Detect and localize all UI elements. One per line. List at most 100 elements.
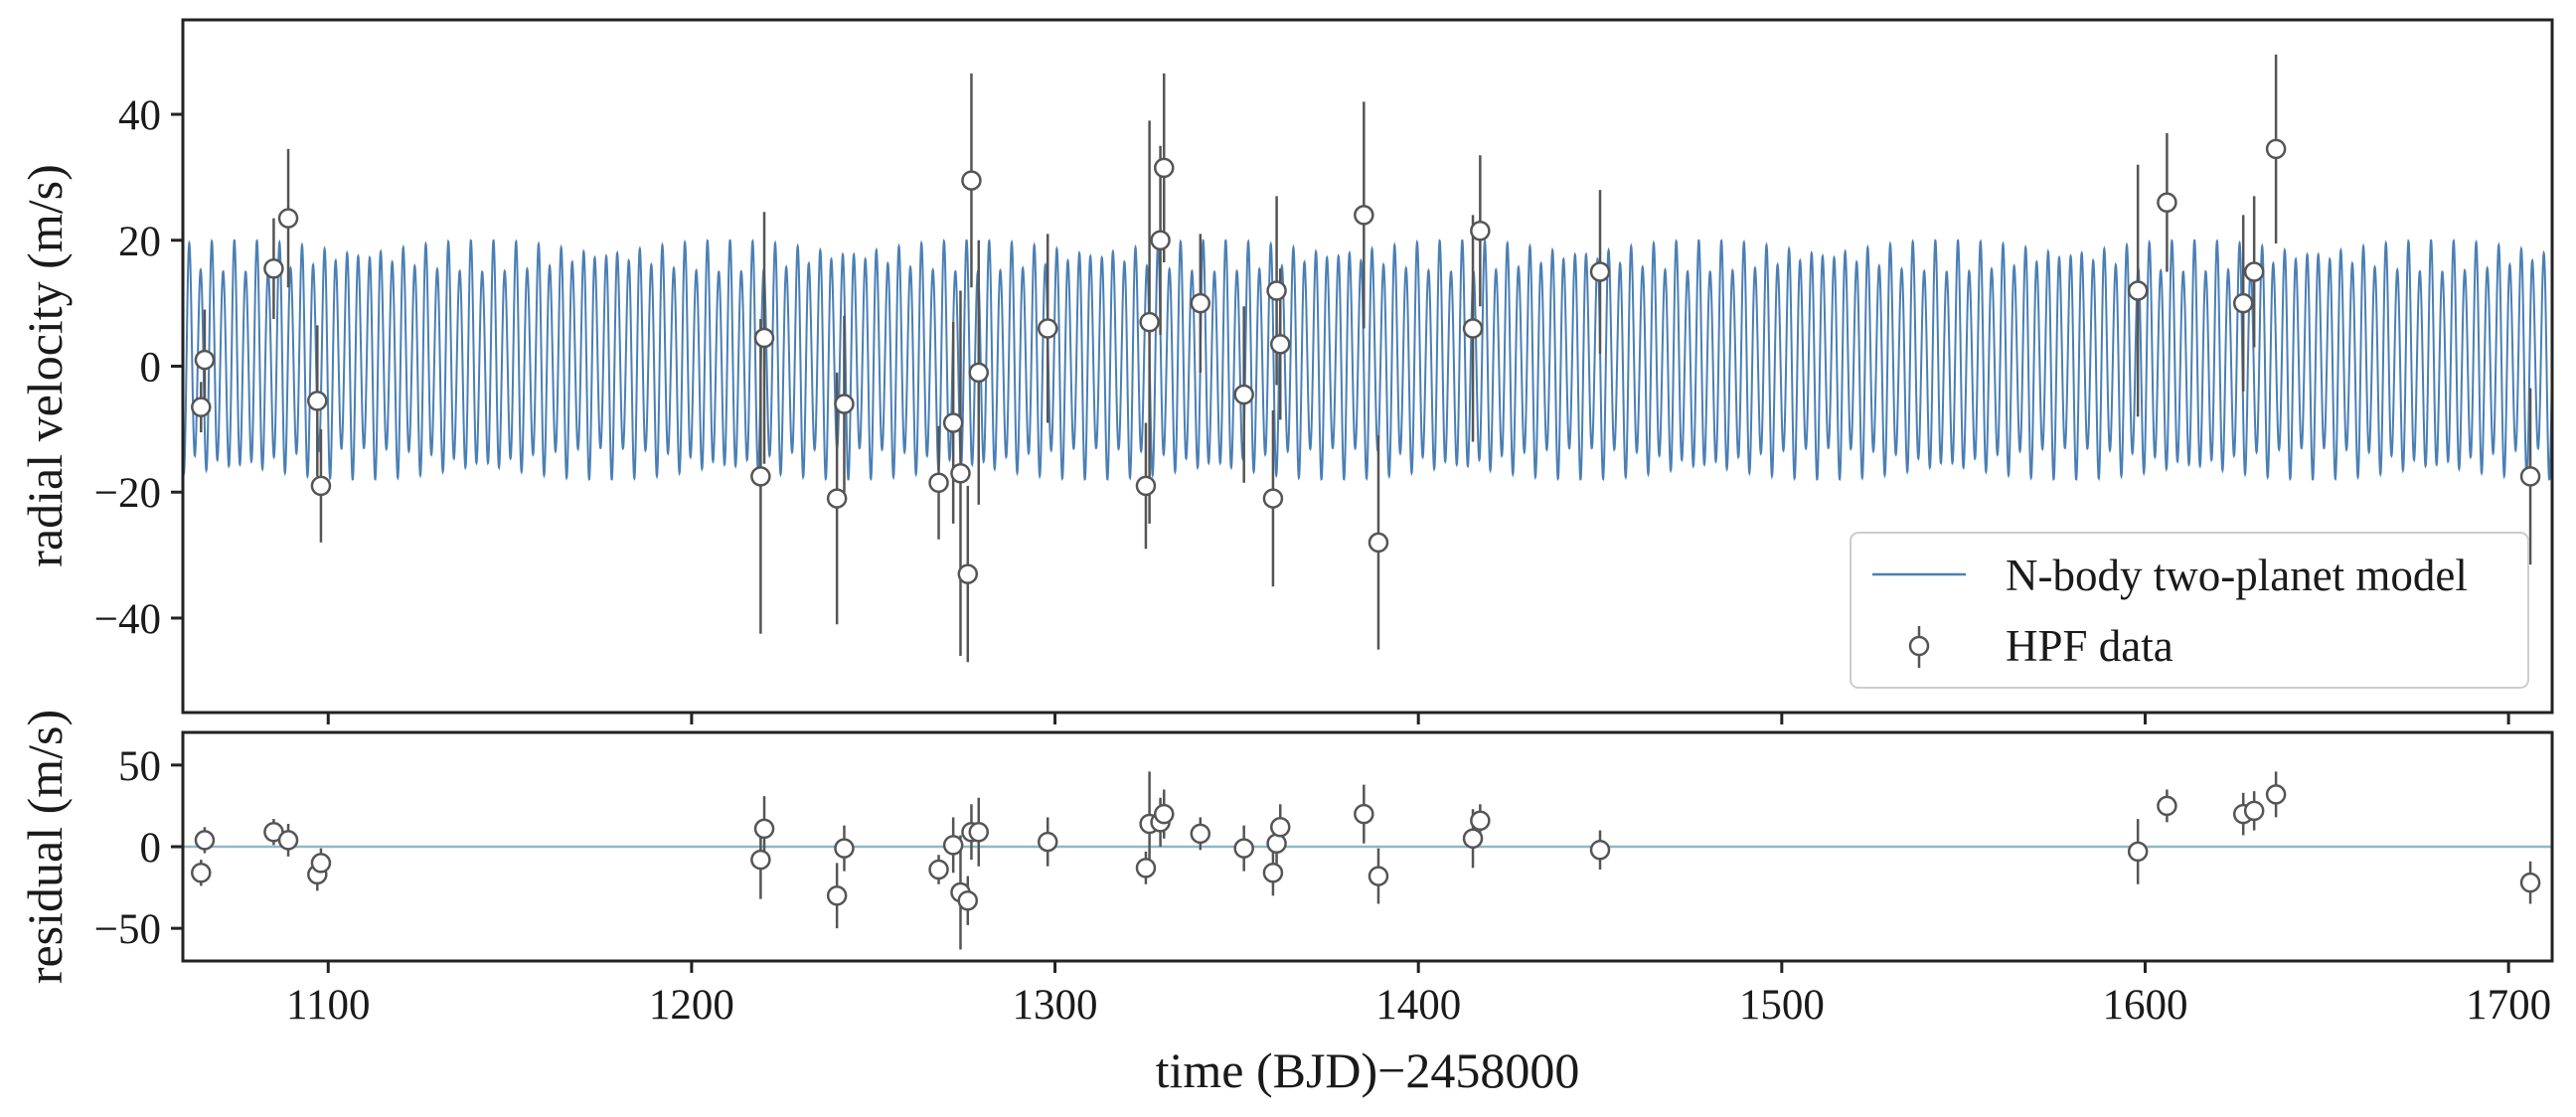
rv-point-9	[834, 394, 855, 414]
rv-point-31	[2127, 280, 2149, 301]
residual-point-36	[2519, 872, 2541, 893]
residual-point-17	[1135, 858, 1157, 878]
residual-point-29	[1470, 810, 1491, 831]
rv-point-12	[950, 462, 971, 484]
rv-point-15	[968, 362, 990, 384]
residual-point-21	[1190, 823, 1211, 845]
top-y-tick-label-0: 40	[118, 92, 161, 139]
rv-point-14	[961, 170, 982, 191]
rv-point-21	[1190, 292, 1211, 314]
bottom-y-axis-label: residual (m/s)	[17, 710, 73, 984]
rv-point-23	[1262, 488, 1284, 509]
bottom-y-tick-label-2: −50	[94, 906, 161, 953]
rv-point-13	[957, 563, 979, 584]
x-axis-label: time (BJD)−2458000	[1156, 1042, 1580, 1098]
residual-point-10	[928, 859, 949, 880]
bottom-y-tick-label-0: 50	[118, 743, 161, 790]
top-y-ticks: 40 20 0 −20 −40	[94, 92, 183, 643]
residual-point-27	[1368, 866, 1389, 886]
bottom-x-ticks: 1100 1200 1300 1400 1500 1600 1700	[286, 961, 2551, 1029]
bottom-x-tick-label-0: 1100	[286, 982, 370, 1029]
rv-point-19	[1150, 230, 1171, 251]
residual-point-35	[2265, 784, 2287, 805]
bottom-x-tick-label-5: 1600	[2102, 982, 2187, 1029]
rv-point-0	[191, 397, 212, 417]
top-panel: 40 20 0 −20 −40 radial velocity (m/s) N-body…	[17, 18, 2554, 724]
legend-data-label: HPF data	[2006, 621, 2174, 671]
rv-point-4	[307, 391, 328, 411]
top-y-tick-label-4: −40	[94, 596, 161, 643]
bottom-x-tick-label-6: 1700	[2466, 982, 2551, 1029]
rv-point-27	[1368, 532, 1389, 554]
residual-point-9	[834, 838, 855, 859]
rv-point-34	[2243, 261, 2265, 282]
rv-point-20	[1153, 157, 1175, 179]
top-y-axis-label: radial velocity (m/s)	[17, 164, 73, 566]
rv-point-33	[2232, 292, 2254, 314]
rv-point-32	[2157, 192, 2177, 214]
residual-point-5	[310, 853, 332, 874]
top-data-points	[191, 54, 2541, 663]
rv-point-17	[1135, 475, 1157, 497]
top-y-tick-label-3: −20	[94, 470, 161, 517]
residual-point-1	[194, 830, 216, 851]
model-curve	[183, 239, 2552, 482]
bottom-data-points	[191, 771, 2541, 950]
rv-point-3	[277, 208, 299, 229]
residual-point-13	[957, 889, 979, 911]
bottom-y-tick-label-1: 0	[140, 825, 162, 872]
rv-point-24	[1266, 280, 1287, 301]
model-line	[183, 239, 2552, 482]
legend-data-marker	[1908, 635, 1930, 657]
rv-point-28	[1462, 318, 1484, 339]
rv-point-36	[2519, 466, 2541, 487]
residual-point-22	[1233, 838, 1254, 859]
residual-point-3	[277, 830, 299, 851]
rv-point-7	[753, 327, 775, 349]
rv-point-11	[942, 412, 964, 433]
rv-point-16	[1037, 318, 1058, 339]
top-x-ticks	[326, 713, 2510, 724]
rv-point-29	[1470, 221, 1491, 241]
residual-point-7	[753, 818, 775, 840]
top-y-tick-label-2: 0	[140, 345, 162, 392]
residual-point-16	[1037, 831, 1058, 853]
bottom-x-tick-label-2: 1300	[1013, 982, 1098, 1029]
residual-point-11	[942, 835, 964, 856]
residual-point-32	[2157, 795, 2177, 817]
residual-point-30	[1589, 840, 1611, 861]
legend-box	[1850, 532, 2529, 689]
residual-point-20	[1153, 803, 1175, 825]
residual-point-34	[2243, 800, 2265, 822]
bottom-x-tick-label-3: 1400	[1375, 982, 1461, 1029]
residual-point-24	[1266, 833, 1287, 854]
rv-point-30	[1589, 261, 1611, 282]
top-y-tick-label-1: 20	[118, 219, 161, 265]
bottom-panel: 1100 1200 1300 1400 1500 1600 1700 50 0 −50 resi…	[17, 710, 2554, 1098]
residual-point-8	[826, 885, 848, 906]
rv-point-10	[928, 472, 949, 493]
legend: N-body two-planet model HPF data	[1850, 532, 2529, 689]
bottom-x-tick-label-1: 1200	[649, 982, 734, 1029]
rv-point-22	[1233, 384, 1254, 405]
rv-point-5	[310, 475, 332, 497]
residual-point-23	[1262, 863, 1284, 883]
bottom-x-tick-label-4: 1500	[1739, 982, 1825, 1029]
rv-point-26	[1354, 205, 1374, 226]
bottom-y-ticks: 50 0 −50	[94, 743, 183, 953]
residual-point-15	[968, 821, 990, 843]
residual-point-0	[191, 863, 212, 883]
legend-model-label: N-body two-planet model	[2006, 551, 2468, 600]
residual-point-28	[1462, 828, 1484, 850]
rv-point-2	[263, 258, 284, 279]
residual-point-31	[2127, 841, 2149, 863]
rv-point-6	[750, 466, 771, 487]
rv-point-35	[2265, 138, 2287, 160]
residual-point-6	[750, 849, 771, 871]
rv-point-1	[194, 349, 216, 371]
rv-point-25	[1269, 334, 1291, 355]
rv-point-8	[826, 488, 848, 509]
residual-point-26	[1354, 803, 1374, 825]
